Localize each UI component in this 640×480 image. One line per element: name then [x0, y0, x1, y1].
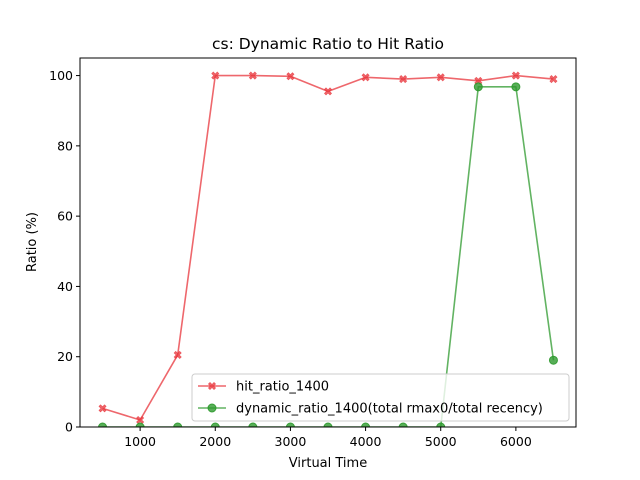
- y-tick-label: 0: [65, 420, 73, 435]
- x-tick-label: 4000: [350, 434, 382, 449]
- data-point: [399, 75, 408, 84]
- data-point: [98, 404, 107, 413]
- data-point: [248, 71, 257, 80]
- data-point: [173, 422, 183, 427]
- y-tick-label: 60: [57, 209, 73, 224]
- data-point: [548, 355, 558, 365]
- x-axis-label: Virtual Time: [289, 456, 367, 471]
- data-point: [361, 73, 370, 82]
- legend-marker: [207, 381, 217, 391]
- y-tick-label: 100: [49, 68, 73, 83]
- data-point: [210, 422, 220, 427]
- data-point: [398, 422, 408, 427]
- chart-title: cs: Dynamic Ratio to Hit Ratio: [212, 35, 444, 53]
- data-point: [474, 76, 483, 85]
- data-point: [473, 82, 483, 92]
- x-tick-label: 5000: [425, 434, 457, 449]
- legend-box: [191, 373, 570, 422]
- x-tick-label: 6000: [500, 434, 532, 449]
- plot-frame: [79, 57, 577, 428]
- plot-area: [98, 71, 558, 427]
- data-point: [286, 72, 295, 81]
- data-point: [211, 71, 220, 80]
- data-point: [323, 87, 333, 96]
- data-point: [248, 422, 258, 427]
- data-point: [436, 73, 445, 82]
- y-tick-label: 20: [57, 349, 73, 364]
- legend-entry: hit_ratio_1400: [198, 380, 329, 395]
- y-axis-label: Ratio (%): [25, 212, 40, 272]
- data-point: [511, 71, 520, 80]
- y-axis: 0 20 40 60 80 100: [49, 68, 80, 435]
- data-point: [285, 422, 295, 427]
- series-hit-ratio: [98, 71, 558, 424]
- legend-entry: dynamic_ratio_1400(total rmax0/total rec…: [198, 402, 543, 417]
- data-point: [135, 422, 145, 427]
- data-point: [511, 82, 521, 92]
- x-tick-label: 3000: [275, 434, 307, 449]
- legend-label: hit_ratio_1400: [236, 380, 329, 395]
- y-tick-label: 40: [57, 279, 73, 294]
- data-point: [98, 422, 108, 427]
- series-dynamic-ratio: [98, 82, 558, 427]
- data-point: [136, 415, 145, 424]
- y-tick-label: 80: [57, 138, 73, 153]
- data-point: [549, 75, 558, 84]
- data-point: [173, 350, 182, 359]
- x-tick-label: 2000: [199, 434, 231, 449]
- x-axis: 1000 2000 3000 4000 5000 6000: [124, 427, 532, 449]
- data-point: [361, 422, 371, 427]
- data-point: [323, 422, 333, 427]
- x-tick-label: 1000: [124, 434, 156, 449]
- legend-marker: [207, 403, 217, 413]
- data-point: [436, 422, 446, 427]
- legend: hit_ratio_1400 dynamic_ratio_1400(total r…: [191, 373, 570, 422]
- legend-label: dynamic_ratio_1400(total rmax0/total rec…: [236, 402, 543, 417]
